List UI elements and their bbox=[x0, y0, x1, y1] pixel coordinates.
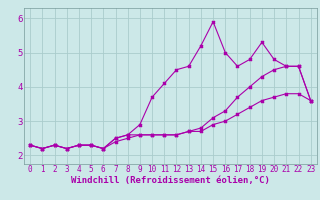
X-axis label: Windchill (Refroidissement éolien,°C): Windchill (Refroidissement éolien,°C) bbox=[71, 176, 270, 185]
